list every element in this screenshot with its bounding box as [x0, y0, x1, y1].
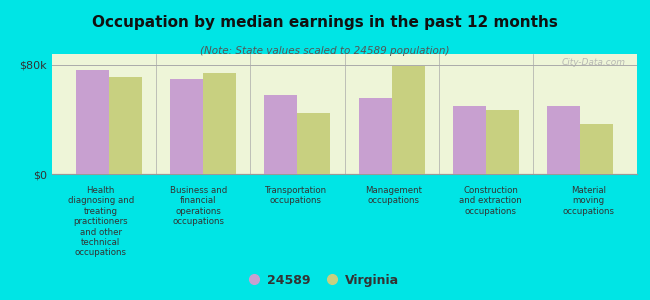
- Bar: [265, 95, 297, 174]
- Text: Management
occupations: Management occupations: [365, 186, 422, 206]
- Bar: [453, 106, 486, 174]
- Text: Material
moving
occupations: Material moving occupations: [562, 186, 614, 216]
- Bar: [392, 66, 424, 174]
- Bar: [297, 112, 330, 174]
- Text: Construction
and extraction
occupations: Construction and extraction occupations: [460, 186, 522, 216]
- Bar: [486, 110, 519, 174]
- Text: Health
diagnosing and
treating
practitioners
and other
technical
occupations: Health diagnosing and treating practitio…: [68, 186, 134, 257]
- Text: Transportation
occupations: Transportation occupations: [265, 186, 327, 206]
- Text: City-Data.com: City-Data.com: [562, 58, 625, 67]
- Text: (Note: State values scaled to 24589 population): (Note: State values scaled to 24589 popu…: [200, 46, 450, 56]
- Bar: [359, 98, 392, 174]
- Bar: [203, 73, 236, 174]
- Legend: 24589, Virginia: 24589, Virginia: [247, 270, 403, 291]
- Bar: [547, 106, 580, 174]
- Bar: [580, 124, 614, 174]
- Text: Business and
financial
operations
occupations: Business and financial operations occupa…: [170, 186, 227, 226]
- Bar: [170, 79, 203, 174]
- Bar: [109, 77, 142, 174]
- Text: Occupation by median earnings in the past 12 months: Occupation by median earnings in the pas…: [92, 15, 558, 30]
- Bar: [75, 70, 109, 174]
